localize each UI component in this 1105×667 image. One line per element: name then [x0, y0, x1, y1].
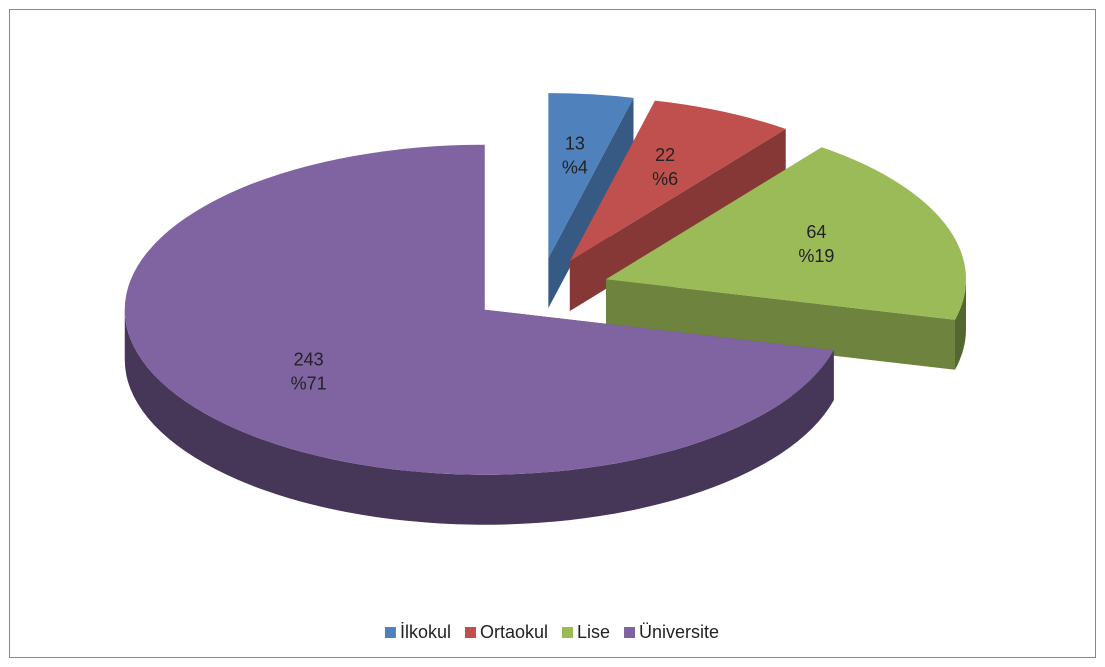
legend-item: Lise — [562, 622, 610, 642]
legend-label: Ortaokul — [480, 622, 548, 642]
data-labels: 13 %4 22 %6 64 %19 243 %71 — [291, 133, 835, 393]
percent-label: %19 — [798, 246, 834, 266]
slice-wall — [605, 279, 955, 370]
value-label: 243 — [294, 349, 324, 369]
legend-item: İlkokul — [384, 622, 451, 642]
legend-label: Lise — [577, 622, 610, 642]
slice-wall — [569, 128, 786, 311]
slice-side — [954, 279, 966, 370]
slice — [569, 100, 786, 261]
legend-swatch — [624, 627, 636, 638]
legend-item: Ortaokul — [464, 622, 548, 642]
legend-label: İlkokul — [400, 622, 451, 642]
slice — [124, 144, 834, 475]
slice-side — [124, 309, 834, 525]
percent-label: %4 — [562, 157, 588, 177]
percent-label: %6 — [652, 169, 678, 189]
legend-label: Üniversite — [639, 622, 719, 642]
slice-wall — [548, 97, 634, 309]
slice-tops — [124, 93, 966, 475]
legend-swatch — [562, 627, 573, 638]
legend-swatch — [384, 627, 396, 638]
value-label: 64 — [806, 222, 826, 242]
legend-item: Üniversite — [624, 622, 719, 642]
slice — [548, 93, 634, 259]
legend-swatch — [464, 627, 476, 638]
legend: İlkokul Ortaokul Lise Üniversite — [384, 622, 719, 642]
percent-label: %71 — [291, 373, 327, 393]
value-label: 22 — [655, 145, 675, 165]
value-label: 13 — [565, 133, 585, 153]
slice — [605, 147, 966, 320]
